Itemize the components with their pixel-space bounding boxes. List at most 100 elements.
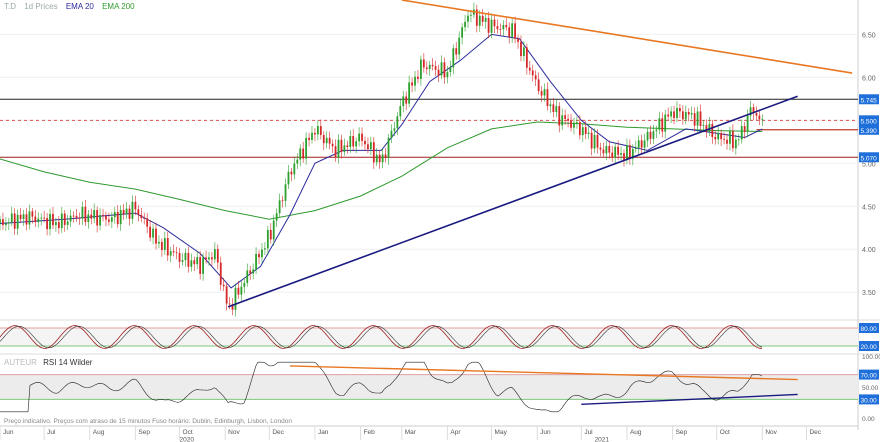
candle-body [405, 96, 408, 104]
candle-body [670, 111, 672, 117]
candle-body [537, 79, 540, 92]
candle-body [761, 119, 764, 120]
candle-body [596, 134, 599, 148]
candle-body [81, 206, 84, 219]
candle-body [702, 125, 705, 126]
candle-body [361, 133, 363, 141]
candle-body [208, 257, 210, 260]
candle-body [732, 131, 734, 149]
candle-body [502, 25, 505, 30]
candle-body [113, 212, 116, 218]
candle-body [525, 47, 528, 68]
candle-body [617, 146, 620, 155]
candle-body [340, 139, 343, 152]
rsi-tick-label: 0.00 [862, 416, 875, 423]
candle-body [564, 115, 567, 119]
candle-body [679, 108, 681, 112]
candle-body [708, 123, 711, 132]
candle-body [84, 206, 87, 223]
y-tick-label: 6.00 [862, 75, 876, 82]
rsi-legend-prefix: AUTEUR [4, 358, 37, 367]
candle-body [316, 126, 319, 135]
candle-body [431, 64, 434, 67]
rsi-trendline [289, 365, 798, 381]
candle-body [272, 220, 275, 240]
candle-body [266, 229, 269, 249]
x-month-label: Mar [405, 429, 417, 436]
stoch-band [0, 328, 858, 346]
candle-body [561, 115, 564, 126]
x-month-label: Oct [720, 429, 730, 436]
candle-body [284, 184, 287, 201]
candle-body [570, 120, 572, 128]
candle-body [711, 123, 714, 138]
candle-body [414, 76, 416, 86]
x-year-label: 2021 [595, 437, 610, 442]
candle-body [531, 70, 534, 76]
rsi-trendline [581, 393, 798, 406]
candle-body [378, 154, 381, 163]
candle-body [425, 67, 428, 69]
candle-body [367, 144, 369, 150]
candle-body [69, 215, 72, 222]
candle-body [240, 286, 243, 295]
candle-body [558, 106, 561, 126]
candle-body [681, 111, 684, 120]
candle-body [726, 139, 728, 144]
candle-body [449, 67, 452, 73]
y-tick-label: 4.50 [862, 204, 876, 211]
candle-body [302, 148, 305, 159]
footnote: Preço indicativo. Preços com atraso de 1… [4, 418, 292, 425]
candle-body [593, 134, 596, 149]
candle-body [611, 152, 614, 158]
candle-body [175, 252, 178, 254]
candle-body [299, 148, 302, 160]
candle-body [578, 122, 581, 136]
candle-body [137, 209, 140, 215]
candle-body [643, 140, 646, 148]
candle-body [411, 82, 413, 86]
candle-body [493, 19, 496, 27]
candle-body [146, 218, 149, 227]
candle-body [723, 139, 725, 140]
candle-body [319, 126, 322, 135]
candle-body [155, 228, 157, 244]
candle-body [237, 287, 240, 295]
candle-body [202, 257, 204, 274]
candle-body [420, 59, 422, 79]
candle-body [13, 213, 16, 229]
candle-body [10, 213, 13, 223]
candle-body [649, 131, 652, 139]
candle-body [52, 213, 54, 226]
candle-body [275, 213, 278, 221]
candle-body [325, 137, 328, 144]
candle-body [626, 145, 628, 160]
candle-body [311, 132, 313, 140]
candle-body [252, 269, 255, 274]
price-marker-tag [859, 124, 879, 135]
candle-body [467, 15, 469, 22]
candle-body [19, 214, 22, 220]
candle-body [428, 64, 431, 69]
candle-body [623, 153, 625, 160]
candle-body [108, 219, 110, 222]
candle-body [393, 128, 396, 131]
candle-body [278, 200, 281, 214]
candle-body [181, 260, 184, 262]
candle-body [452, 48, 455, 68]
x-month-label: Sep [676, 429, 688, 436]
candle-body [40, 217, 43, 219]
candle-body [55, 222, 57, 226]
x-month-label: Jul [584, 429, 593, 436]
x-month-label: Sep [138, 429, 150, 436]
candle-body [219, 262, 222, 285]
candle-body [737, 139, 740, 141]
legend-timeframe: 1d Prices [24, 2, 58, 11]
candle-body [372, 142, 375, 163]
y-tick-label: 5.00 [862, 161, 876, 168]
candle-body [255, 253, 257, 270]
price-marker-label: 5.500 [861, 118, 878, 125]
candle-body [699, 111, 702, 126]
candle-body [540, 91, 543, 96]
